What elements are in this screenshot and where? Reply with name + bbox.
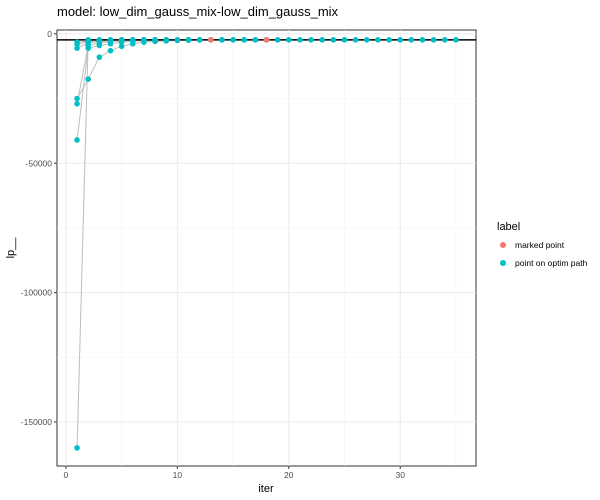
y-tick-label: 0 [47, 29, 52, 39]
optim-path-point [74, 39, 80, 45]
optim-path-point [252, 37, 259, 43]
x-tick-label: 30 [395, 470, 405, 480]
chart-title: model: low_dim_gauss_mix-low_dim_gauss_m… [57, 4, 339, 19]
legend-label-optim-path: point on optim path [515, 258, 588, 268]
y-axis: 0 -50000 -100000 -150000 [21, 29, 57, 427]
optim-path-point [107, 37, 114, 43]
optim-path-point [341, 37, 348, 43]
optim-path-point [408, 37, 415, 43]
optim-path-point [96, 54, 103, 60]
optim-path-point [453, 37, 459, 43]
x-tick-label: 10 [173, 470, 183, 480]
marked-point [263, 37, 270, 43]
optim-path-point [241, 37, 248, 43]
optim-path-point [85, 38, 92, 44]
optim-path-point [375, 37, 381, 43]
x-axis-title: iter [258, 483, 274, 495]
optim-path-point [174, 37, 181, 43]
optim-path-point [297, 37, 303, 43]
optim-path-point [107, 47, 114, 54]
optim-path-point [319, 37, 326, 43]
optim-path-point [185, 37, 192, 43]
grid [57, 30, 476, 466]
legend-key-optim-path [500, 260, 506, 266]
plot-panel [56, 29, 477, 467]
optim-path-point [129, 37, 136, 43]
optim-path-point [441, 37, 448, 43]
optim-path-point [74, 100, 80, 107]
legend-title: label [497, 221, 520, 233]
optim-path-point [330, 37, 337, 43]
optim-path-point [397, 37, 404, 43]
optim-path-point [85, 76, 92, 82]
optim-path-point [152, 37, 158, 43]
optim-path-point [96, 37, 103, 44]
y-axis-title: lp__ [5, 237, 17, 259]
optim-path-point [308, 37, 314, 43]
x-axis: 0 10 20 30 [64, 466, 405, 480]
optim-path-point [141, 37, 147, 43]
optim-path-point [230, 37, 236, 43]
optim-path-point [386, 37, 392, 43]
y-tick-label: -150000 [21, 417, 52, 427]
optim-path-point [363, 37, 370, 43]
optim-path-point [74, 137, 80, 143]
optim-path-point [219, 37, 225, 43]
legend-label-marked-point: marked point [515, 240, 565, 250]
legend: label marked point point on optim path [497, 221, 588, 268]
optim-path-point [430, 37, 437, 43]
x-tick-label: 0 [64, 470, 69, 480]
optim-path-point [118, 37, 125, 43]
y-tick-label: -100000 [21, 288, 52, 298]
x-tick-label: 20 [284, 470, 294, 480]
data-points [74, 37, 459, 451]
legend-key-marked-point [500, 242, 506, 248]
optim-path-point [74, 45, 80, 51]
optim-path-point [419, 37, 426, 43]
optim-path-point [74, 95, 80, 102]
optim-path-point [285, 37, 292, 43]
optim-path-point [196, 37, 203, 43]
optim-path-point [352, 37, 359, 43]
optim-path-point [163, 37, 170, 43]
marked-point [207, 37, 214, 43]
optim-path-point [74, 445, 80, 451]
y-tick-label: -50000 [26, 158, 53, 168]
optim-path-point [274, 37, 281, 43]
optim-path-point [118, 43, 125, 50]
